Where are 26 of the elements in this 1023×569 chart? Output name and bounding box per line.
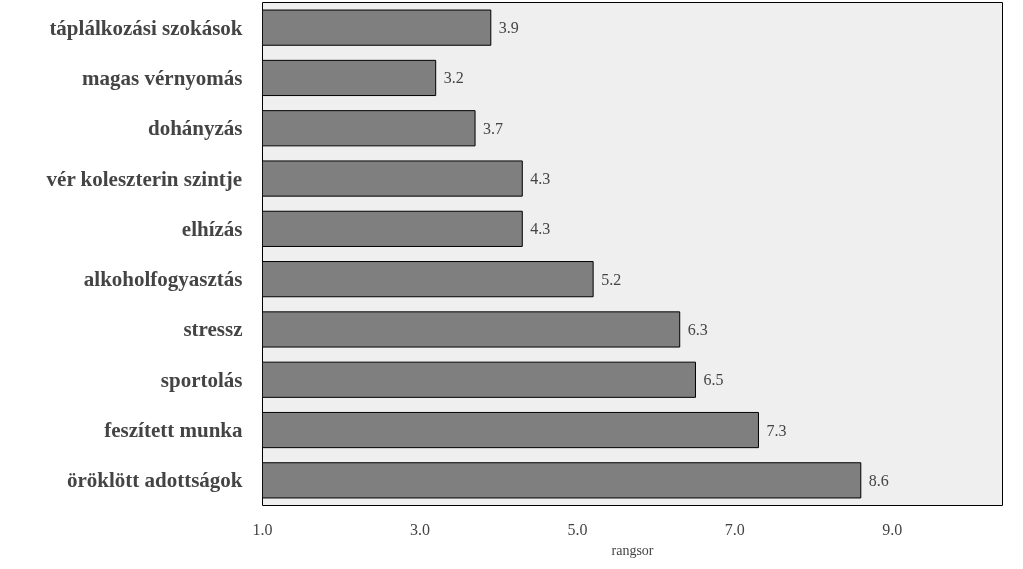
data-label: 3.2	[443, 69, 464, 87]
y-tick-label: öröklött adottságok	[66, 468, 243, 493]
y-tick-label: magas vérnyomás	[82, 65, 243, 90]
y-tick-label: stressz	[183, 317, 243, 342]
x-tick-label: 7.0	[724, 520, 745, 538]
y-tick-label: dohányzás	[147, 116, 243, 141]
data-label: 6.5	[703, 371, 724, 389]
y-tick-label: elhízás	[181, 216, 243, 241]
data-label: 5.2	[601, 270, 622, 288]
x-tick-label: 1.0	[252, 520, 273, 538]
data-label: 3.9	[498, 19, 519, 37]
y-tick-label: vér koleszterin szintje	[46, 166, 243, 191]
y-tick-label: táplálkozási szokások	[49, 15, 243, 40]
data-label: 4.3	[530, 220, 551, 238]
x-axis-title: rangsor	[611, 542, 654, 558]
x-tick-label: 9.0	[882, 520, 903, 538]
y-tick-label: feszített munka	[104, 418, 243, 443]
data-label: 3.7	[483, 119, 504, 137]
data-label: 7.3	[766, 421, 787, 439]
x-tick-label: 3.0	[409, 520, 430, 538]
y-tick-label: alkoholfogyasztás	[83, 267, 243, 292]
data-label: 8.6	[868, 471, 889, 489]
x-tick-label: 5.0	[567, 520, 588, 538]
y-tick-label: sportolás	[160, 367, 243, 392]
data-label: 6.3	[687, 320, 708, 338]
data-label: 4.3	[530, 170, 551, 188]
